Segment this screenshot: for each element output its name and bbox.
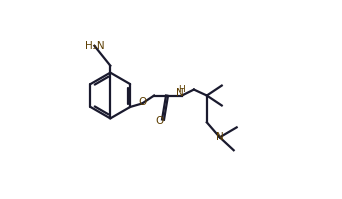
Text: O: O [155, 116, 163, 126]
Text: H₂N: H₂N [84, 41, 104, 51]
Text: N: N [216, 132, 224, 142]
Text: N: N [176, 88, 184, 98]
Text: H: H [179, 85, 185, 94]
Text: O: O [139, 98, 147, 107]
